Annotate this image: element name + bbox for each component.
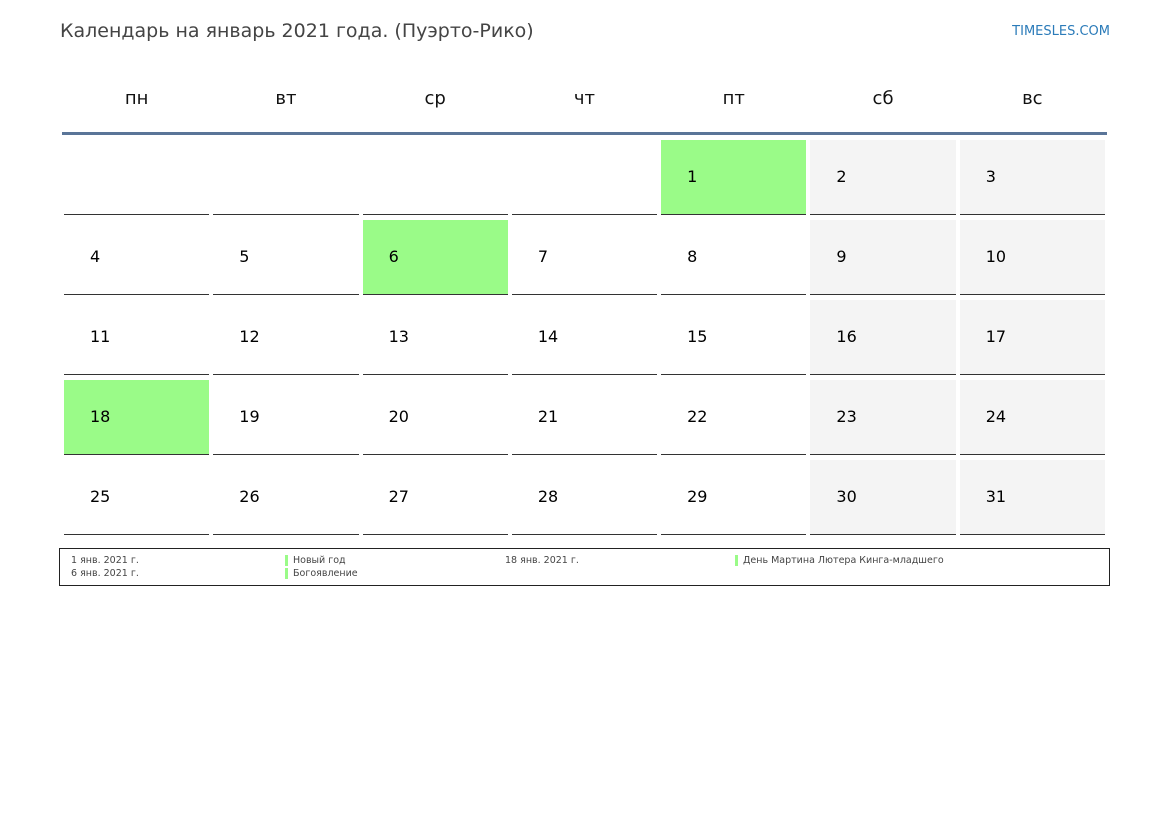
day-cell-weekend: 2 [810, 140, 956, 215]
weekday-fri: пт [722, 88, 745, 109]
site-link[interactable]: TIMESLES.COM [1012, 24, 1110, 39]
day-cell-weekend: 24 [959, 380, 1105, 455]
holiday-color-marker [735, 555, 738, 566]
day-cell: 5 [213, 220, 359, 295]
calendar: пн вт ср чт пт сб вс 1 2 3 4 5 6 7 8 9 1… [62, 70, 1107, 540]
weekday-mon: пн [124, 88, 149, 109]
day-cell-weekend: 30 [810, 460, 956, 535]
holiday-legend: 1 янв. 2021 г. Новый год 6 янв. 2021 г. … [59, 548, 1110, 586]
day-cell: 11 [64, 300, 210, 375]
week-row: 11 12 13 14 15 16 17 [62, 300, 1107, 375]
weekday-sat: сб [872, 88, 894, 109]
legend-name: День Мартина Лютера Кинга-младшего [743, 555, 944, 566]
legend-holiday-name: Богоявление [285, 568, 358, 579]
weekday-sun: вс [1022, 88, 1043, 109]
week-row: 18 19 20 21 22 23 24 [62, 380, 1107, 455]
legend-name: Богоявление [293, 568, 358, 579]
day-cell: 13 [362, 300, 508, 375]
weekday-header: пн вт ср чт пт сб вс [62, 70, 1107, 135]
day-cell: 15 [661, 300, 807, 375]
legend-date: 1 янв. 2021 г. [71, 555, 139, 566]
day-cell: 4 [64, 220, 210, 295]
day-cell: 29 [661, 460, 807, 535]
day-cell: 19 [213, 380, 359, 455]
day-cell-weekend: 3 [959, 140, 1105, 215]
week-row: 1 2 3 [62, 140, 1107, 215]
legend-holiday-name: Новый год [285, 555, 346, 566]
page-title: Календарь на январь 2021 года. (Пуэрто-Р… [60, 20, 534, 42]
legend-holiday-name: День Мартина Лютера Кинга-младшего [735, 555, 944, 566]
day-cell-weekend: 23 [810, 380, 956, 455]
weekday-wed: ср [424, 88, 446, 109]
day-cell: 7 [511, 220, 658, 295]
day-cell: 27 [362, 460, 508, 535]
day-cell [362, 140, 508, 215]
day-cell-weekend: 9 [810, 220, 956, 295]
day-cell [64, 140, 210, 215]
day-cell: 20 [362, 380, 508, 455]
day-cell: 8 [661, 220, 807, 295]
week-row: 25 26 27 28 29 30 31 [62, 460, 1107, 535]
week-row: 4 5 6 7 8 9 10 [62, 220, 1107, 295]
legend-date: 6 янв. 2021 г. [71, 568, 139, 579]
day-cell-weekend: 16 [810, 300, 956, 375]
day-cell [511, 140, 658, 215]
day-cell-holiday: 18 [64, 380, 210, 455]
day-cell [213, 140, 359, 215]
holiday-color-marker [285, 555, 288, 566]
day-cell: 22 [661, 380, 807, 455]
weekday-tue: вт [275, 88, 297, 109]
day-cell: 26 [213, 460, 359, 535]
weekday-thu: чт [573, 88, 596, 109]
day-cell-weekend: 17 [959, 300, 1105, 375]
day-cell: 28 [511, 460, 658, 535]
day-grid: 1 2 3 4 5 6 7 8 9 10 11 12 13 14 15 16 1… [62, 140, 1107, 535]
day-cell: 25 [64, 460, 210, 535]
day-cell-holiday: 6 [362, 220, 508, 295]
legend-date: 18 янв. 2021 г. [505, 555, 579, 566]
legend-name: Новый год [293, 555, 346, 566]
day-cell: 12 [213, 300, 359, 375]
day-cell-weekend: 31 [959, 460, 1105, 535]
day-cell: 21 [511, 380, 658, 455]
day-cell: 14 [511, 300, 658, 375]
day-cell-holiday: 1 [661, 140, 807, 215]
day-cell-weekend: 10 [959, 220, 1105, 295]
holiday-color-marker [285, 568, 288, 579]
